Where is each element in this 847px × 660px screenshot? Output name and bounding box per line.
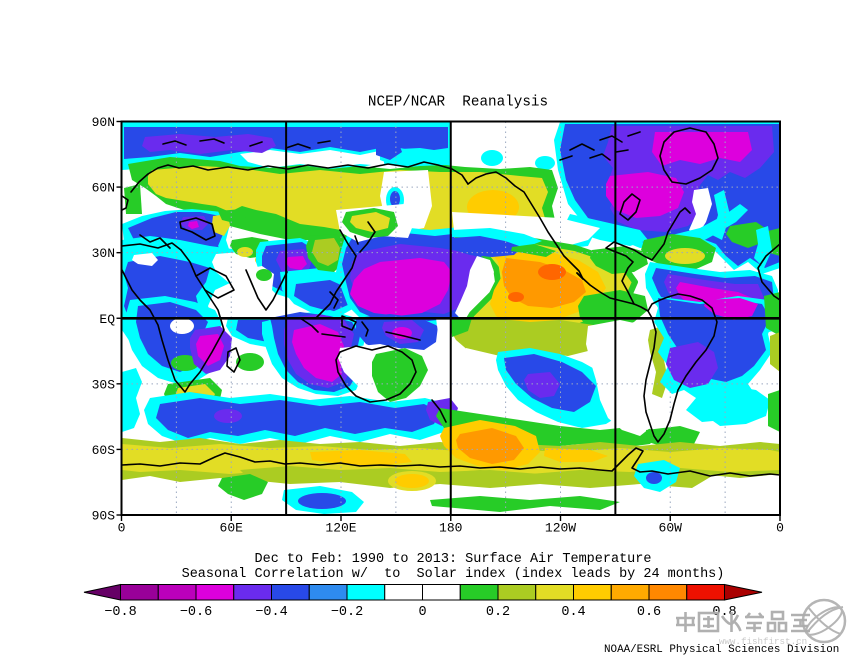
svg-text:NCEP/NCAR Reanalysis: NCEP/NCAR Reanalysis [368, 95, 548, 111]
svg-text:www.fishfirst.cn: www.fishfirst.cn [719, 636, 807, 647]
svg-text:90N: 90N [92, 115, 115, 130]
svg-text:−0.2: −0.2 [331, 605, 363, 620]
svg-text:30N: 30N [92, 246, 115, 261]
svg-text:Seasonal Correlation w/ to S: Seasonal Correlation w/ to Solar index (… [182, 567, 725, 582]
svg-text:−0.4: −0.4 [255, 605, 287, 620]
svg-text:NOAA/ESRL Physical Sciences Di: NOAA/ESRL Physical Sciences Division [604, 644, 839, 655]
svg-text:60N: 60N [92, 181, 115, 196]
svg-text:EQ: EQ [99, 312, 115, 327]
svg-text:−0.8: −0.8 [104, 605, 136, 620]
svg-text:60S: 60S [92, 443, 116, 458]
svg-text:180: 180 [439, 521, 462, 536]
svg-text:0: 0 [418, 605, 426, 620]
svg-text:−0.6: −0.6 [180, 605, 212, 620]
svg-text:0: 0 [776, 521, 784, 536]
svg-text:90S: 90S [92, 509, 116, 524]
svg-text:0: 0 [118, 521, 126, 536]
svg-text:0.6: 0.6 [637, 605, 661, 620]
svg-text:60E: 60E [220, 521, 244, 536]
svg-text:60W: 60W [659, 521, 683, 536]
svg-text:Dec to Feb: 1990 to 2013: Surf: Dec to Feb: 1990 to 2013: Surface Air Te… [255, 552, 652, 567]
svg-text:0.4: 0.4 [561, 605, 585, 620]
svg-text:0.2: 0.2 [486, 605, 510, 620]
svg-text:120W: 120W [545, 521, 576, 536]
svg-text:120E: 120E [325, 521, 356, 536]
svg-text:30S: 30S [92, 377, 116, 392]
